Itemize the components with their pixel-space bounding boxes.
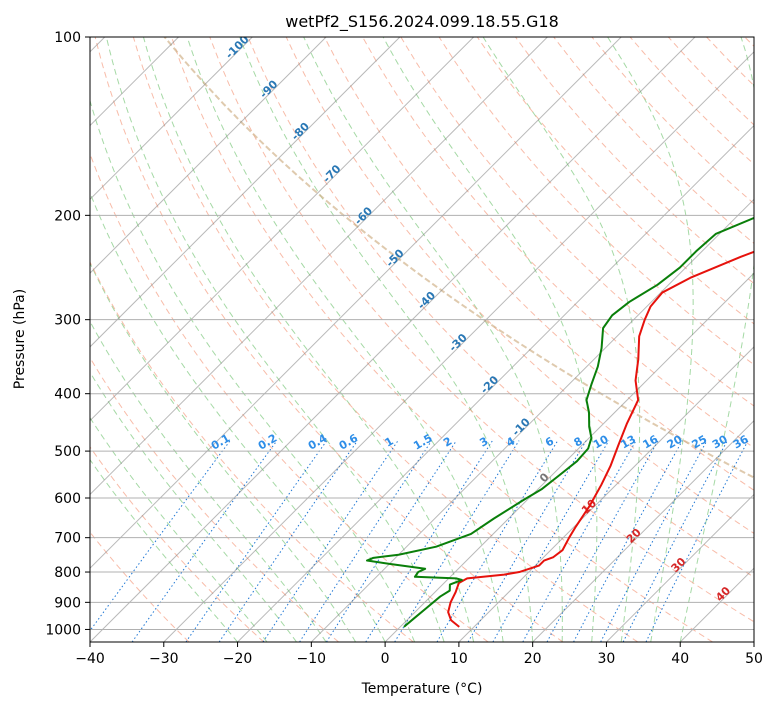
dry-adiabat-line	[209, 37, 754, 623]
dry-adiabat-line	[94, 37, 564, 642]
moist-adiabat-line	[382, 37, 598, 642]
special-curve	[163, 37, 754, 479]
isotherm-line	[90, 37, 253, 201]
plot-frame	[89, 36, 755, 643]
isotherm-line	[90, 37, 327, 274]
dry-adiabat-line	[438, 37, 754, 366]
isotherm-line	[237, 124, 754, 642]
moist-adiabat-line	[90, 262, 357, 642]
profile-series	[365, 216, 754, 628]
y-tick-label: 1000	[45, 622, 81, 638]
dry-adiabat-line	[90, 260, 414, 642]
dry-adiabat-line	[476, 37, 754, 325]
moist-adiabat-line	[482, 37, 641, 642]
moist-adiabat-line	[303, 37, 563, 642]
isotherm-line	[606, 493, 754, 642]
dry-adiabat-line	[247, 37, 754, 578]
y-tick-label: 500	[54, 444, 81, 460]
isotherm-line	[90, 37, 548, 496]
y-tick-label: 700	[54, 531, 81, 547]
y-tick-label: 300	[54, 313, 81, 329]
x-tick-label: 0	[381, 651, 390, 667]
mixing-ratio-line	[573, 440, 683, 642]
y-tick-label: 800	[54, 565, 81, 581]
mixing-ratio-line	[365, 440, 493, 642]
x-tick-label: 50	[745, 651, 763, 667]
x-tick-label: 10	[450, 651, 468, 667]
moist-adiabat-line	[239, 37, 534, 642]
x-tick-label: −20	[223, 651, 253, 667]
y-tick-label: 900	[54, 595, 81, 611]
isotherm-line	[384, 272, 754, 642]
mixing-ratio-line	[131, 440, 278, 642]
moist-adiabat-line	[90, 371, 297, 642]
x-tick-label: 20	[524, 651, 542, 667]
dry-adiabat-line	[132, 37, 639, 642]
mixing-ratio-line	[546, 440, 659, 642]
x-axis: −40 −30 −20 −10 0 10 20 30 40 50	[75, 642, 763, 667]
x-axis-label: Temperature (°C)	[361, 681, 483, 697]
chart-title: wetPf2_S156.2024.099.18.55.G18	[285, 12, 559, 32]
y-tick-label: 400	[54, 387, 81, 403]
x-tick-label: −30	[149, 651, 179, 667]
mixing-ratio-line	[218, 440, 358, 642]
mixing-ratio-line	[467, 440, 587, 642]
special-adiabat-line	[163, 37, 754, 479]
y-tick-label: 600	[54, 491, 81, 507]
isotherm-line	[90, 37, 696, 642]
moist-adiabat-line	[186, 37, 504, 642]
moist-adiabat-line	[90, 416, 268, 642]
mixing-ratio-line	[299, 440, 433, 642]
mixing-ratio-line	[326, 440, 457, 642]
x-tick-label: 40	[671, 651, 689, 667]
isotherm-line	[532, 419, 754, 642]
isotherm-line	[90, 37, 622, 569]
dry-adiabat-line	[90, 356, 339, 642]
dry-adiabats	[90, 37, 754, 642]
plot-area: 0.1 0.2 0.4 0.6 1 1.5 2 3 4 6 8 10 13 16 20 25 30 36-100-…	[90, 37, 754, 642]
x-tick-label: −10	[297, 651, 327, 667]
x-tick-label: 30	[598, 651, 616, 667]
moist-adiabat-line	[90, 458, 238, 642]
moist-adiabat-line	[142, 37, 475, 642]
dry-adiabat-line	[171, 37, 713, 642]
mixing-ratio-line	[645, 440, 749, 642]
temperature-profile-line	[447, 250, 754, 628]
pressure-gridlines	[90, 37, 754, 630]
skewed-isotherms	[90, 37, 754, 642]
moist-adiabat-line	[607, 37, 694, 642]
moist-adiabat-line	[105, 37, 445, 642]
mixing-ratio-line	[262, 440, 399, 642]
isotherm-line	[458, 346, 754, 642]
moist-adiabats	[90, 37, 754, 642]
dewpoint-profile-line	[365, 216, 754, 628]
dry-adiabat-line	[323, 37, 754, 491]
dry-adiabat-line	[515, 37, 754, 285]
isotherm-line	[90, 37, 401, 348]
y-tick-label: 100	[54, 30, 81, 46]
moist-adiabat-line	[90, 191, 386, 642]
mixing-ratio-line	[185, 440, 328, 642]
isotherm-line	[163, 51, 754, 642]
y-axis-label: Pressure (hPa)	[12, 289, 28, 389]
mixing-ratio-line	[436, 440, 559, 642]
isotherm-line	[90, 37, 475, 422]
mixing-ratio-line	[90, 440, 231, 632]
x-tick-label: −40	[75, 651, 105, 667]
y-tick-label: 200	[54, 208, 81, 224]
moist-adiabat-line	[679, 37, 754, 642]
y-axis: 100 200 300 400 500 600 700 800 900 1000	[45, 30, 90, 638]
moist-adiabat-line	[90, 320, 327, 642]
isotherm-line	[310, 198, 754, 642]
dry-adiabat-line	[285, 37, 754, 534]
dry-adiabat-line	[90, 446, 265, 642]
mixing-ratio-line	[522, 440, 637, 642]
